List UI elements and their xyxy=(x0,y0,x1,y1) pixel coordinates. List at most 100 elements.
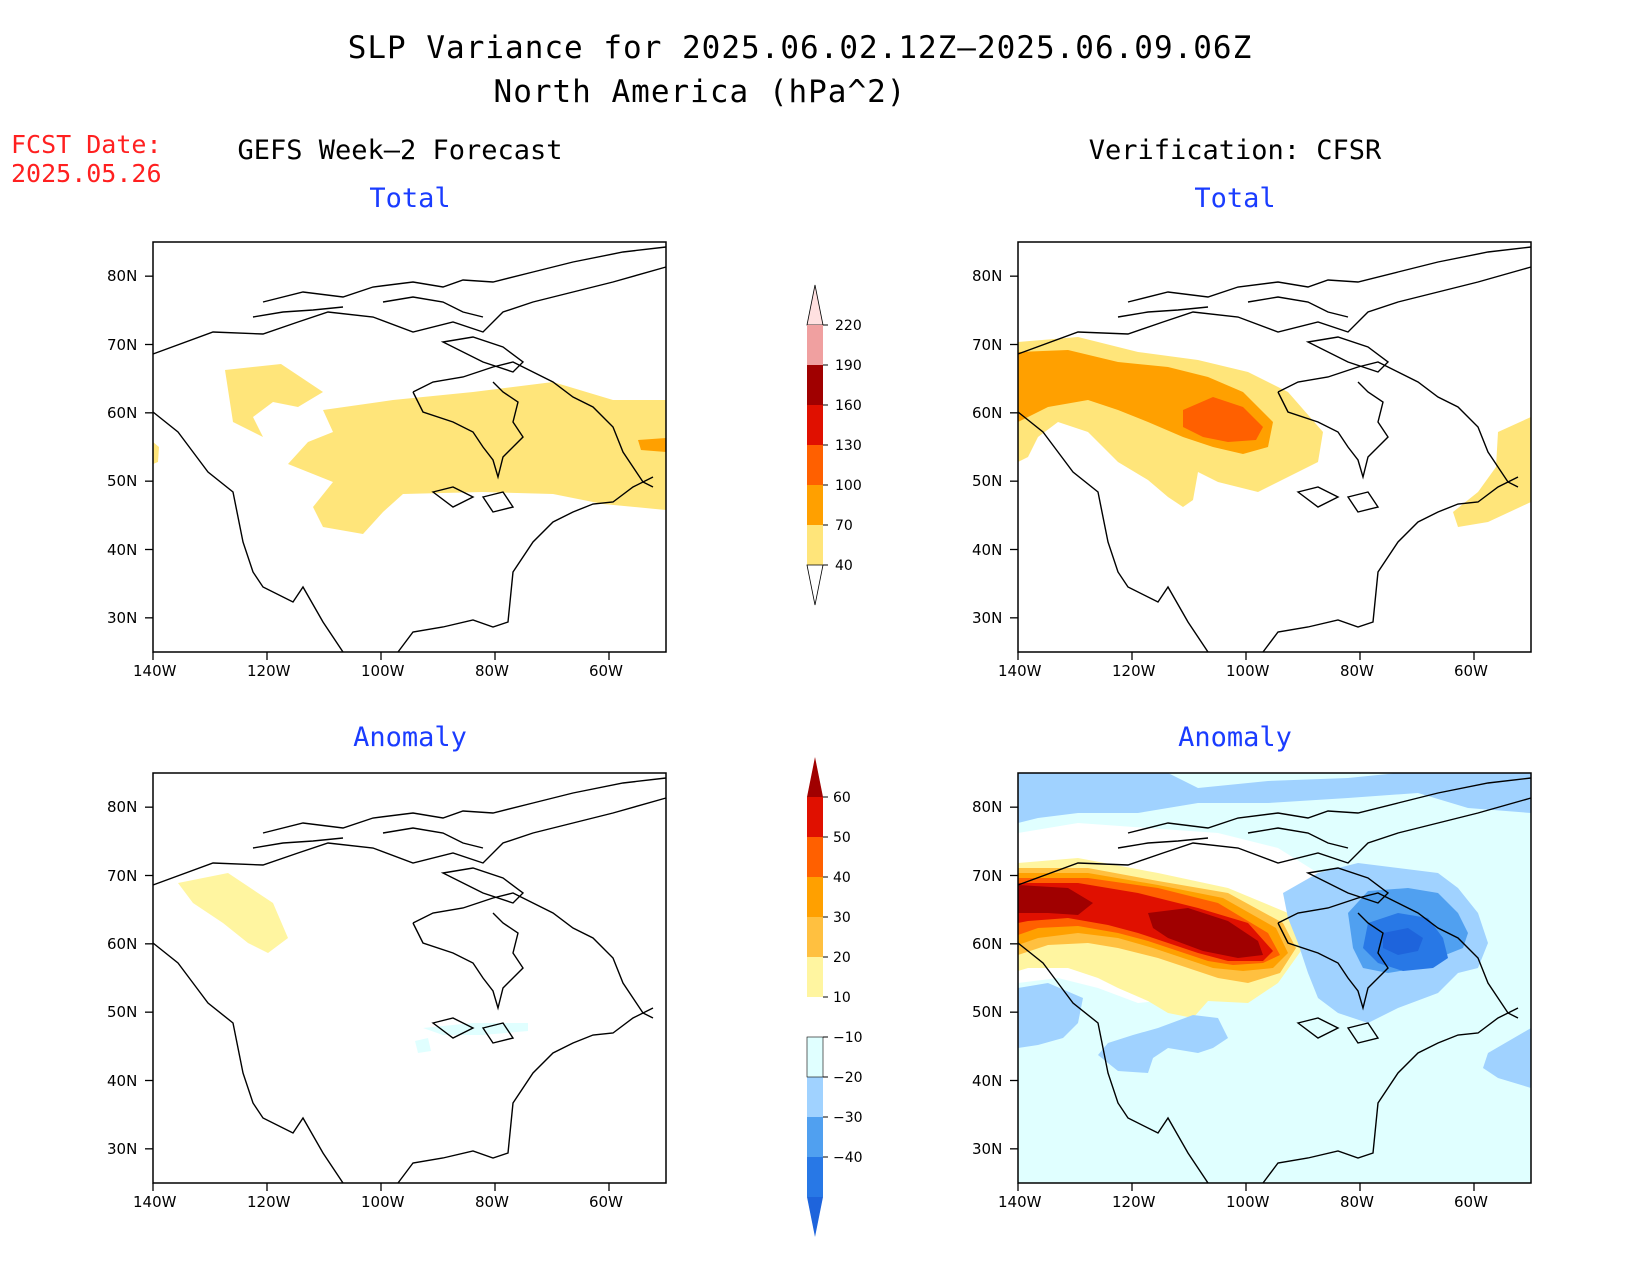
map-frame xyxy=(152,772,667,1184)
lon-tick-label: 120W xyxy=(1112,662,1156,680)
tick-marks xyxy=(145,806,610,1191)
column-title-gefs: GEFS Week–2 Forecast xyxy=(237,135,563,166)
colorbar-bottom-arrow xyxy=(806,564,824,606)
lat-tick-label: 30N xyxy=(107,608,138,627)
colorbar-swatch xyxy=(807,445,823,485)
column-title-cfsr: Verification: CFSR xyxy=(1088,135,1382,166)
colorbar-label: 40 xyxy=(833,870,851,886)
lat-tick-label: 70N xyxy=(107,335,138,354)
colorbar-swatch xyxy=(807,1157,823,1197)
lat-tick-label: 30N xyxy=(107,1139,138,1158)
panel-subtitle-cfsr-total: Total xyxy=(1194,183,1276,214)
coastline-layer xyxy=(152,246,667,653)
lon-tick-label: 60W xyxy=(1454,1193,1488,1211)
lon-tick-label: 100W xyxy=(1226,662,1270,680)
colorbar-label: 40 xyxy=(835,558,853,574)
colorbar-label: 60 xyxy=(833,790,851,806)
lon-tick-label: 120W xyxy=(247,662,291,680)
main-title: SLP Variance for 2025.06.02.12Z–2025.06.… xyxy=(347,30,1253,66)
colorbar-label: 130 xyxy=(835,438,862,454)
colorbar-swatch xyxy=(807,1077,823,1117)
lon-tick-label: 140W xyxy=(133,662,177,680)
colorbar-label: 10 xyxy=(833,990,851,1006)
main-subtitle: North America (hPa^2) xyxy=(493,74,907,110)
colorbar-label: 20 xyxy=(833,950,851,966)
colorbar-label: 100 xyxy=(835,478,862,494)
lon-tick-label: 80W xyxy=(475,1193,509,1211)
colorbar-top-arrow xyxy=(807,757,823,797)
colorbar-total: 40 70 100 130 160 190 220 xyxy=(806,284,862,606)
colorbar-label: 160 xyxy=(835,398,862,414)
lon-tick-label: 120W xyxy=(1112,1193,1156,1211)
lon-tick-label: 100W xyxy=(1226,1193,1270,1211)
lat-tick-label: 30N xyxy=(972,1139,1003,1158)
lon-tick-label: 100W xyxy=(361,662,405,680)
map-cfsr-total xyxy=(1017,241,1532,653)
fcst-date-label: FCST Date: xyxy=(11,130,162,159)
map-gefs-total xyxy=(152,241,667,653)
lon-tick-label: 80W xyxy=(475,662,509,680)
fcst-date-value: 2025.05.26 xyxy=(11,159,162,188)
lon-tick-label: 100W xyxy=(361,1193,405,1211)
panel-subtitle-gefs-total: Total xyxy=(369,183,451,214)
colorbar-swatch xyxy=(807,1117,823,1157)
colorbar-swatch xyxy=(807,797,823,837)
colorbar-swatch xyxy=(807,405,823,445)
colorbar-swatch xyxy=(807,525,823,565)
colorbar-swatch xyxy=(807,917,823,957)
colorbar-top-arrow xyxy=(806,284,824,326)
coastline-layer xyxy=(1017,777,1532,1184)
coastline-layer xyxy=(152,777,667,1184)
colorbar-swatch xyxy=(807,485,823,525)
lon-tick-label: 80W xyxy=(1340,1193,1374,1211)
colorbar-label: −30 xyxy=(833,1110,863,1126)
lat-tick-label: 40N xyxy=(972,540,1003,559)
lon-tick-label: 60W xyxy=(1454,662,1488,680)
map-cfsr-anomaly xyxy=(1017,772,1532,1184)
lat-tick-label: 50N xyxy=(107,1003,138,1022)
lat-tick-label: 80N xyxy=(972,267,1003,286)
colorbar-swatch xyxy=(807,325,823,365)
lon-tick-label: 60W xyxy=(589,662,623,680)
lat-tick-label: 40N xyxy=(107,540,138,559)
lon-tick-label: 140W xyxy=(998,1193,1042,1211)
lon-tick-label: 60W xyxy=(589,1193,623,1211)
colorbar-neutral-outline xyxy=(806,1036,824,1078)
shading-layer xyxy=(1018,337,1531,527)
lat-tick-label: 60N xyxy=(972,403,1003,422)
shading-layer xyxy=(153,364,666,534)
colorbar-label: 70 xyxy=(835,518,853,534)
lat-tick-label: 70N xyxy=(972,866,1003,885)
colorbar-label: 30 xyxy=(833,910,851,926)
tick-marks xyxy=(1010,806,1475,1191)
map-frame xyxy=(152,241,667,653)
tick-marks xyxy=(1010,275,1475,660)
colorbar-swatch xyxy=(807,365,823,405)
lat-tick-label: 40N xyxy=(107,1071,138,1090)
colorbar-anomaly: 60 50 40 30 20 10 −10 −20 −30 −40 xyxy=(806,757,863,1237)
colorbar-label: −20 xyxy=(833,1070,863,1086)
panel-subtitle-cfsr-anomaly: Anomaly xyxy=(1178,722,1292,753)
colorbar-label: −40 xyxy=(833,1150,863,1166)
colorbar-swatch xyxy=(807,1037,823,1077)
lat-tick-label: 80N xyxy=(107,267,138,286)
colorbar-swatch xyxy=(807,837,823,877)
lat-tick-label: 70N xyxy=(972,335,1003,354)
lon-tick-label: 80W xyxy=(1340,662,1374,680)
lon-tick-label: 140W xyxy=(133,1193,177,1211)
coastline-layer xyxy=(1017,246,1532,653)
colorbar-label: 50 xyxy=(833,830,851,846)
lat-tick-label: 40N xyxy=(972,1071,1003,1090)
colorbar-bottom-arrow xyxy=(807,1197,823,1237)
map-frame xyxy=(1017,241,1532,653)
lat-tick-label: 60N xyxy=(107,934,138,953)
lat-tick-label: 60N xyxy=(972,934,1003,953)
panel-subtitle-gefs-anomaly: Anomaly xyxy=(353,722,467,753)
colorbar-swatch xyxy=(807,957,823,997)
lat-tick-label: 50N xyxy=(972,1003,1003,1022)
colorbar-label: 190 xyxy=(835,358,862,374)
map-frame xyxy=(1017,772,1532,1184)
shading-layer xyxy=(178,873,528,1053)
colorbar-label: −10 xyxy=(833,1030,863,1046)
colorbar-swatch xyxy=(807,997,823,1037)
